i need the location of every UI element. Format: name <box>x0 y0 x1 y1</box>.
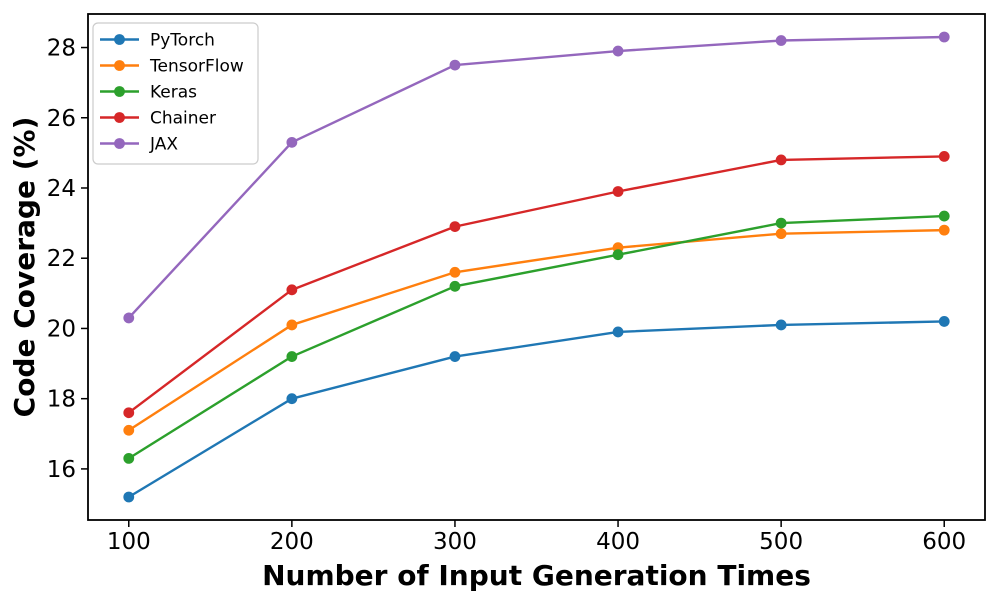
x-axis-tick-label: 400 <box>596 529 640 555</box>
legend-label-keras: Keras <box>150 83 197 103</box>
data-point-chainer-600 <box>938 150 950 162</box>
legend-marker-pytorch-icon <box>114 34 125 45</box>
series-jax <box>123 31 950 324</box>
x-axis: 100 200 300 400 500 600 <box>107 520 966 555</box>
data-point-jax-100 <box>123 312 135 324</box>
legend: PyTorch TensorFlow Keras Chainer JAX <box>92 22 259 165</box>
y-axis-tick-label: 16 <box>47 457 76 483</box>
x-axis-tick-label: 600 <box>922 529 966 555</box>
data-point-chainer-100 <box>123 407 135 419</box>
legend-marker-keras-icon <box>114 86 125 97</box>
legend-marker-tensorflow-icon <box>114 60 125 71</box>
series-chainer <box>123 150 950 419</box>
data-point-keras-600 <box>938 210 950 222</box>
legend-item-tensorflow: TensorFlow <box>100 57 244 77</box>
legend-marker-chainer-icon <box>114 112 125 123</box>
series-line-tensorflow <box>127 228 946 432</box>
data-point-tensorflow-600 <box>938 224 950 236</box>
x-axis-tick-label: 200 <box>270 529 314 555</box>
data-point-chainer-300 <box>449 221 461 233</box>
data-point-jax-300 <box>449 59 461 71</box>
data-point-pytorch-500 <box>775 319 787 331</box>
series-tensorflow <box>123 224 950 436</box>
series-line-keras <box>127 214 946 460</box>
legend-marker-jax-icon <box>114 138 125 149</box>
series-line-pytorch <box>127 320 946 499</box>
y-axis-tick-label: 18 <box>47 387 76 413</box>
data-point-pytorch-400 <box>612 326 624 338</box>
data-point-pytorch-300 <box>449 351 461 362</box>
series-pytorch <box>123 316 950 503</box>
x-axis-tick-label: 500 <box>759 529 803 555</box>
data-point-keras-400 <box>612 249 624 261</box>
legend-label-chainer: Chainer <box>150 109 216 129</box>
series-line-chainer <box>127 155 946 414</box>
x-axis-title: Number of Input Generation Times <box>262 559 811 592</box>
legend-label-jax: JAX <box>149 135 178 155</box>
legend-item-chainer: Chainer <box>100 109 216 129</box>
legend-item-pytorch: PyTorch <box>100 31 215 51</box>
data-point-jax-400 <box>612 45 624 57</box>
data-point-pytorch-600 <box>938 316 950 327</box>
y-axis-tick-label: 22 <box>47 246 76 272</box>
data-point-tensorflow-500 <box>775 228 787 240</box>
y-axis-tick-label: 26 <box>47 106 76 132</box>
data-point-tensorflow-300 <box>449 266 461 278</box>
x-axis-tick-label: 100 <box>107 529 151 555</box>
data-point-pytorch-100 <box>123 491 135 503</box>
plot-area <box>87 13 986 521</box>
legend-item-keras: Keras <box>100 83 197 103</box>
data-point-tensorflow-100 <box>123 424 135 436</box>
data-point-keras-300 <box>449 280 461 292</box>
data-point-pytorch-200 <box>286 393 298 405</box>
x-axis-tick-label: 300 <box>433 529 477 555</box>
legend-label-tensorflow: TensorFlow <box>149 57 244 77</box>
data-point-keras-100 <box>123 452 135 464</box>
y-axis-tick-label: 24 <box>47 176 76 202</box>
data-point-jax-200 <box>286 136 298 148</box>
y-axis-tick-label: 28 <box>47 36 76 62</box>
data-point-chainer-400 <box>612 186 624 197</box>
y-axis: 16 18 20 22 24 26 28 <box>47 36 88 483</box>
y-axis-title: Code Coverage (%) <box>8 117 41 418</box>
data-point-tensorflow-200 <box>286 319 298 331</box>
y-axis-tick-label: 20 <box>47 316 76 342</box>
legend-item-jax: JAX <box>100 135 178 155</box>
legend-box <box>92 22 259 165</box>
data-point-keras-500 <box>775 217 787 229</box>
data-point-jax-500 <box>775 35 787 46</box>
data-point-keras-200 <box>286 351 298 362</box>
series-keras <box>123 210 950 464</box>
data-point-chainer-500 <box>775 154 787 166</box>
legend-label-pytorch: PyTorch <box>150 31 215 51</box>
data-point-chainer-200 <box>286 284 298 296</box>
data-point-jax-600 <box>938 31 950 43</box>
series-line-jax <box>127 35 946 320</box>
